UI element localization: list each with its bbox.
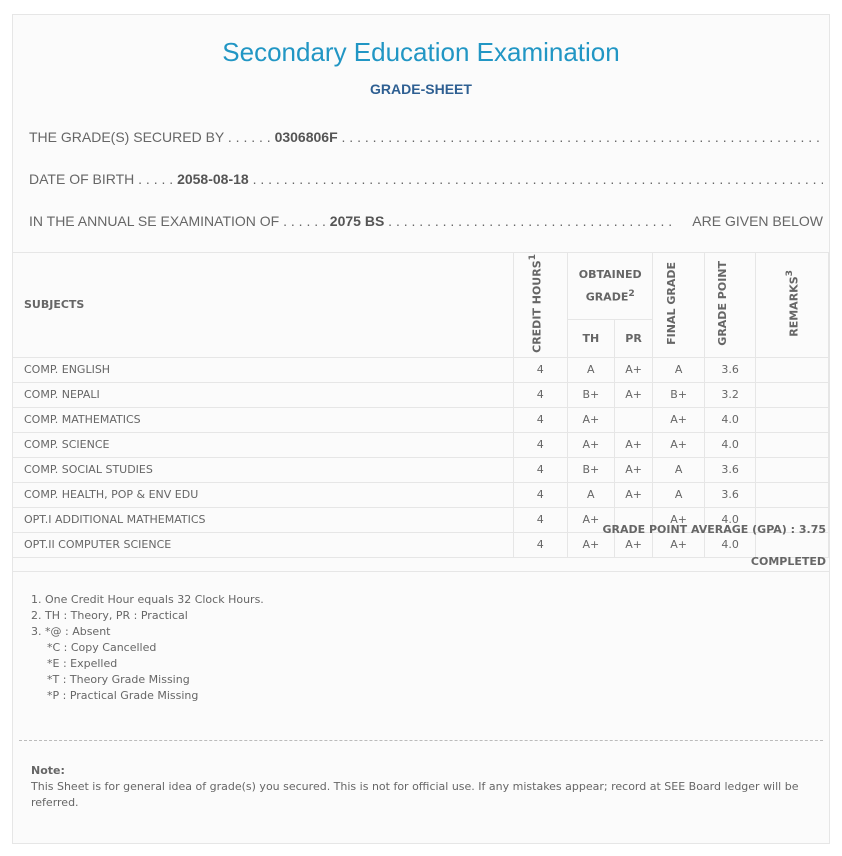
table-row: COMP. HEALTH, POP & ENV EDU 4 A A+ A 3.6 <box>13 481 829 508</box>
cell-remarks <box>755 431 829 458</box>
cell-credit: 4 <box>512 506 568 533</box>
table-row: OPT.II COMPUTER SCIENCE 4 A+ A+ A+ 4.0 <box>13 531 829 558</box>
cell-remarks <box>755 381 829 408</box>
footnote: *T : Theory Grade Missing <box>47 673 190 686</box>
cell-final: B+ <box>652 381 705 408</box>
cell-subject: OPT.I ADDITIONAL MATHEMATICS <box>13 506 514 533</box>
footnotes: 1. One Credit Hour equals 32 Clock Hours… <box>31 592 264 704</box>
header-subjects: SUBJECTS <box>13 252 514 358</box>
cell-final: A+ <box>652 431 705 458</box>
cell-gp: 4.0 <box>703 531 757 558</box>
footnote: *C : Copy Cancelled <box>47 641 157 654</box>
header-credit-hours: CREDIT HOURS1 <box>512 252 568 358</box>
cell-remarks <box>755 481 829 508</box>
cell-subject: COMP. NEPALI <box>13 381 514 408</box>
table-row: COMP. ENGLISH 4 A A+ A 3.6 <box>13 356 829 383</box>
cell-remarks <box>755 456 829 483</box>
cell-th: B+ <box>566 456 615 483</box>
table-row: COMP. SOCIAL STUDIES 4 B+ A+ A 3.6 <box>13 456 829 483</box>
cell-credit: 4 <box>512 481 568 508</box>
cell-subject: COMP. SOCIAL STUDIES <box>13 456 514 483</box>
cell-th: B+ <box>566 381 615 408</box>
exam-year: 2075 BS <box>329 213 385 229</box>
cell-credit: 4 <box>512 531 568 558</box>
dob-line: DATE OF BIRTH . . . . . 2058-08-18 . . .… <box>29 171 823 187</box>
page-subtitle: GRADE-SHEET <box>370 81 472 97</box>
cell-gp: 4.0 <box>703 506 757 533</box>
table-row: COMP. NEPALI 4 B+ A+ B+ 3.2 <box>13 381 829 408</box>
secured-by-line: THE GRADE(S) SECURED BY . . . . . . 0306… <box>29 129 823 145</box>
cell-final: A+ <box>652 531 705 558</box>
header-remarks: REMARKS3 <box>755 252 829 358</box>
cell-credit: 4 <box>512 356 568 383</box>
date-of-birth: 2058-08-18 <box>177 171 249 187</box>
cell-final: A <box>652 356 705 383</box>
cell-remarks <box>755 356 829 383</box>
grades-table: SUBJECTS CREDIT HOURS1 OBTAINED GRADE2 F… <box>13 251 829 558</box>
exam-line: IN THE ANNUAL SE EXAMINATION OF . . . . … <box>29 213 823 229</box>
disclaimer-note: Note: This Sheet is for general idea of … <box>31 764 799 809</box>
cell-pr: A+ <box>613 381 654 408</box>
grade-sheet: Secondary Education Examination GRADE-SH… <box>12 14 830 844</box>
cell-remarks <box>755 531 829 558</box>
cell-pr: A+ <box>613 481 654 508</box>
cell-subject: COMP. MATHEMATICS <box>13 406 514 433</box>
table-row: COMP. SCIENCE 4 A+ A+ A+ 4.0 <box>13 431 829 458</box>
cell-pr: A+ <box>613 531 654 558</box>
cell-credit: 4 <box>512 381 568 408</box>
divider <box>19 740 823 741</box>
cell-gp: 3.6 <box>703 456 757 483</box>
header-grade-point: GRADE POINT <box>703 252 757 358</box>
footnote: 3. *@ : Absent <box>31 625 111 638</box>
cell-final: A <box>652 481 705 508</box>
header-th: TH <box>566 319 615 358</box>
cell-pr <box>613 406 654 433</box>
footnote: *P : Practical Grade Missing <box>47 689 199 702</box>
cell-final: A+ <box>652 406 705 433</box>
cell-subject: COMP. SCIENCE <box>13 431 514 458</box>
cell-pr: A+ <box>613 431 654 458</box>
footnote: *E : Expelled <box>47 657 118 670</box>
cell-gp: 4.0 <box>703 406 757 433</box>
header-obtained-grade: OBTAINED GRADE2 <box>566 251 654 321</box>
header-final-grade: FINAL GRADE <box>652 252 705 358</box>
cell-pr: A+ <box>613 456 654 483</box>
cell-th: A+ <box>566 431 615 458</box>
footnote: 1. One Credit Hour equals 32 Clock Hours… <box>31 593 264 606</box>
cell-remarks <box>755 406 829 433</box>
cell-gp: 3.6 <box>703 481 757 508</box>
cell-th: A <box>566 356 615 383</box>
cell-gp: 4.0 <box>703 431 757 458</box>
result-status: COMPLETED <box>750 555 826 568</box>
cell-th: A <box>566 481 615 508</box>
cell-subject: OPT.II COMPUTER SCIENCE <box>13 531 514 558</box>
cell-pr: A+ <box>613 356 654 383</box>
cell-credit: 4 <box>512 406 568 433</box>
header-pr: PR <box>613 319 654 358</box>
cell-final: A <box>652 456 705 483</box>
cell-credit: 4 <box>512 431 568 458</box>
table-row: OPT.I ADDITIONAL MATHEMATICS 4 A+ A+ 4.0 <box>13 506 829 533</box>
cell-credit: 4 <box>512 456 568 483</box>
gpa: GRADE POINT AVERAGE (GPA) : 3.75 <box>602 523 826 536</box>
cell-subject: COMP. ENGLISH <box>13 356 514 383</box>
cell-gp: 3.2 <box>703 381 757 408</box>
cell-subject: COMP. HEALTH, POP & ENV EDU <box>13 481 514 508</box>
cell-th: A+ <box>566 406 615 433</box>
cell-gp: 3.6 <box>703 356 757 383</box>
cell-pr <box>613 506 654 533</box>
footnote: 2. TH : Theory, PR : Practical <box>31 609 188 622</box>
page-title: Secondary Education Examination <box>222 37 620 67</box>
symbol-number: 0306806F <box>274 129 338 145</box>
cell-th: A+ <box>566 531 615 558</box>
table-row: COMP. MATHEMATICS 4 A+ A+ 4.0 <box>13 406 829 433</box>
